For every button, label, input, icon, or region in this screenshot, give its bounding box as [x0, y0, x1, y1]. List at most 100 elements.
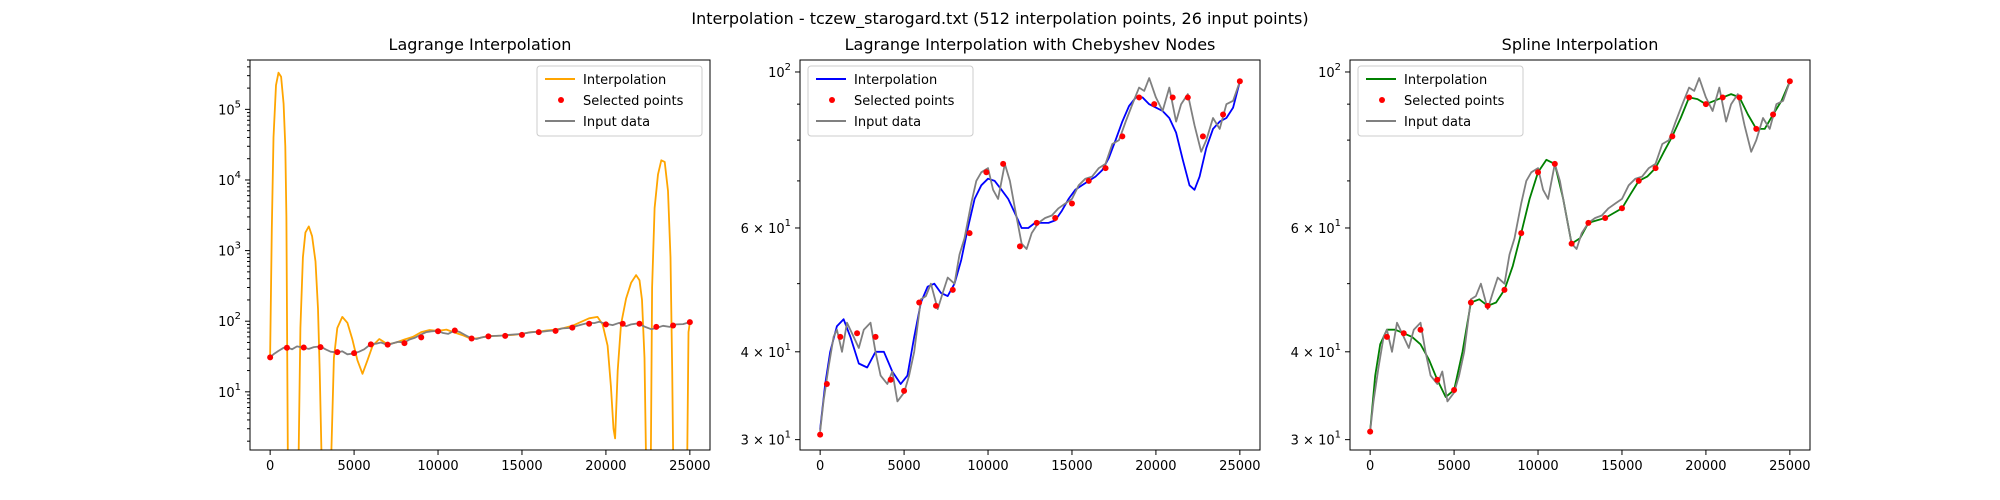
selected-point: [418, 334, 425, 341]
selected-point: [817, 431, 824, 438]
x-tick-label: 10000: [417, 459, 458, 474]
selected-point: [1085, 177, 1092, 184]
interpolation-line: [1369, 80, 1791, 432]
selected-point: [401, 340, 408, 347]
x-tick-label: 5000: [338, 459, 371, 474]
selected-point: [1052, 214, 1059, 221]
legend: Interpolation Selected points Input data: [807, 65, 974, 137]
selected-point: [1119, 133, 1126, 140]
selected-point: [1383, 333, 1390, 340]
y-tick-label: 103: [218, 241, 241, 260]
y-tick-label: 102: [768, 62, 791, 81]
selected-point: [932, 302, 939, 309]
plot-area: [1367, 77, 1793, 435]
selected-point: [535, 329, 542, 336]
selected-point: [1102, 165, 1109, 172]
selected-point: [1000, 160, 1007, 167]
selected-point: [1220, 111, 1227, 118]
selected-point: [1467, 299, 1474, 306]
selected-point: [1016, 243, 1023, 250]
axes-frame: [249, 59, 711, 451]
selected-point: [1602, 214, 1609, 221]
selected-point: [1786, 78, 1793, 85]
axes-frame: [1349, 59, 1811, 451]
selected-point: [653, 323, 660, 330]
x-tick-label: 0: [266, 459, 274, 474]
selected-point: [1151, 101, 1158, 108]
legend-label: Selected points: [1404, 94, 1505, 109]
x-tick-label: 15000: [1601, 459, 1642, 474]
legend-label: Interpolation: [583, 73, 666, 88]
figure-suptitle: Interpolation - tczew_starogard.txt (512…: [691, 9, 1308, 29]
selected-point: [602, 321, 609, 328]
selected-point: [300, 344, 307, 351]
legend-box: [807, 65, 974, 137]
selected-point: [468, 335, 475, 342]
legend-label: Selected points: [854, 94, 955, 109]
legend-marker: [558, 97, 564, 103]
input-data-line: [819, 77, 1241, 432]
selected-point: [1484, 302, 1491, 309]
y-tick-label: 6 × 101: [1291, 218, 1341, 237]
x-tick-label: 5000: [1438, 459, 1471, 474]
legend-box: [536, 65, 703, 137]
x-tick-label: 15000: [501, 459, 542, 474]
legend-label: Selected points: [583, 94, 684, 109]
chart-title: Lagrange Interpolation with Chebyshev No…: [845, 35, 1216, 54]
selected-point: [1518, 230, 1525, 237]
plot-area: [267, 71, 693, 450]
selected-point: [901, 387, 908, 394]
selected-point: [502, 332, 509, 339]
y-tick-label: 105: [218, 99, 241, 118]
interpolation-line: [269, 71, 289, 450]
y-tick-label: 4 × 101: [1291, 342, 1341, 361]
selected-point: [351, 350, 358, 357]
y-tick-label: 3 × 101: [1291, 430, 1341, 449]
selected-point: [1551, 160, 1558, 167]
selected-point: [1635, 177, 1642, 184]
y-tick-label: 6 × 101: [741, 218, 791, 237]
selected-point: [619, 320, 626, 327]
selected-point: [518, 331, 525, 338]
selected-point: [1618, 205, 1625, 212]
interpolation-line: [686, 321, 691, 450]
selected-point: [485, 333, 492, 340]
selected-point: [435, 328, 442, 335]
x-tick-label: 25000: [1769, 459, 1810, 474]
selected-point: [283, 344, 290, 351]
legend-label: Interpolation: [1404, 73, 1487, 88]
selected-point: [1236, 78, 1243, 85]
selected-point: [1669, 133, 1676, 140]
selected-point: [1184, 94, 1191, 101]
selected-point: [1719, 94, 1726, 101]
selected-point: [949, 286, 956, 293]
y-tick-label: 102: [1318, 62, 1341, 81]
selected-point: [552, 327, 559, 334]
interpolation-line: [297, 225, 323, 450]
selected-point: [1702, 101, 1709, 108]
selected-point: [267, 354, 274, 361]
x-tick-label: 20000: [1135, 459, 1176, 474]
selected-point: [1417, 326, 1424, 333]
y-tick-label: 104: [218, 170, 241, 189]
legend-label: Input data: [1404, 115, 1471, 130]
selected-point: [823, 380, 830, 387]
selected-point: [1367, 428, 1374, 435]
x-tick-label: 20000: [585, 459, 626, 474]
x-tick-label: 5000: [888, 459, 921, 474]
selected-point: [451, 327, 458, 334]
selected-point: [670, 322, 677, 329]
interpolation-line: [650, 159, 674, 450]
selected-point: [1169, 94, 1176, 101]
selected-point: [384, 341, 391, 348]
selected-point: [686, 319, 693, 326]
selected-point: [317, 344, 324, 351]
legend-box: [1357, 65, 1524, 137]
selected-point: [636, 320, 643, 327]
selected-point: [854, 330, 861, 337]
input-data-line: [269, 320, 691, 358]
legend-label: Interpolation: [854, 73, 937, 88]
chart-panel-3: Spline Interpolation 0 5000 10000 15000 20000…: [1291, 35, 1811, 474]
selected-point: [1400, 330, 1407, 337]
